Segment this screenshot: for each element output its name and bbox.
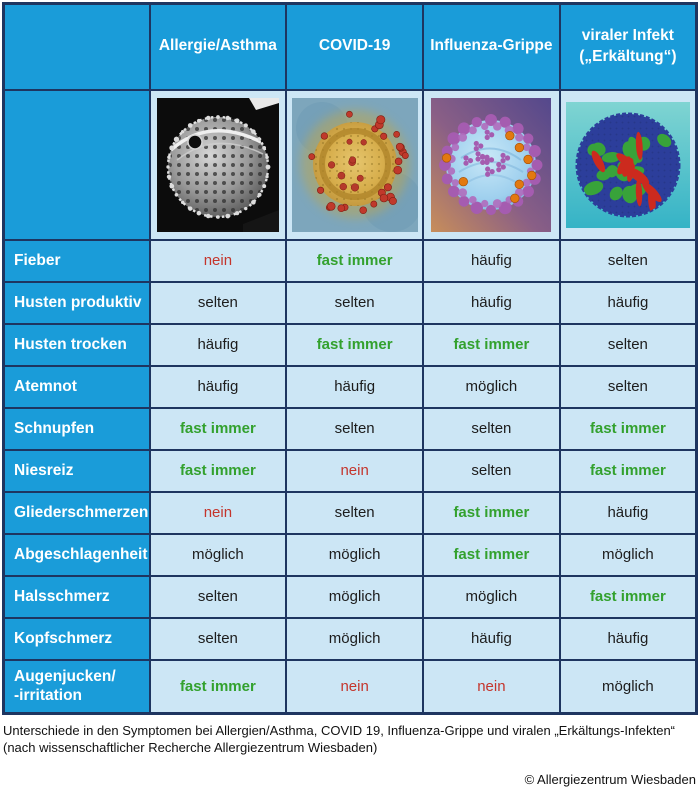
covid19-virus-image	[291, 97, 418, 232]
symptom-value-influenza: selten	[422, 448, 561, 493]
symptom-value-allergie: nein	[148, 238, 288, 283]
influenza-image-cell	[422, 88, 561, 241]
caption-line-1: Unterschiede in den Symptomen bei Allerg…	[3, 723, 676, 738]
column-header-erkaeltung: viraler Infekt („Erkältung“)	[558, 2, 698, 91]
table-row: Atemnot häufig häufig möglich selten	[2, 364, 698, 409]
caption-line-2: (nach wissenschaftlicher Recherche Aller…	[3, 740, 378, 755]
symptom-value-covid: nein	[285, 658, 424, 715]
symptom-value-erkaeltung: fast immer	[558, 448, 698, 493]
symptom-value-influenza: fast immer	[422, 490, 561, 535]
header-row: Allergie/Asthma COVID-19 Influenza-Gripp…	[2, 2, 698, 91]
symptom-row-label: Husten produktiv	[2, 280, 151, 325]
symptom-value-influenza: fast immer	[422, 532, 561, 577]
table-row: Abgeschlagenheit möglich möglich fast im…	[2, 532, 698, 577]
symptom-row-label: Halsschmerz	[2, 574, 151, 619]
symptom-value-erkaeltung: fast immer	[558, 574, 698, 619]
symptom-value-covid: selten	[285, 280, 424, 325]
table-row: Kopfschmerz selten möglich häufig häufig	[2, 616, 698, 661]
table-row: Halsschmerz selten möglich möglich fast …	[2, 574, 698, 619]
covid-image-cell	[285, 88, 424, 241]
symptom-value-influenza: möglich	[422, 364, 561, 409]
table-row: Gliederschmerzen nein selten fast immer …	[2, 490, 698, 535]
symptom-value-covid: möglich	[285, 616, 424, 661]
table-row: Augenjucken/ -irritation fast immer nein…	[2, 658, 698, 715]
symptom-value-influenza: häufig	[422, 280, 561, 325]
image-row	[2, 88, 698, 241]
symptom-value-erkaeltung: häufig	[558, 490, 698, 535]
column-header-influenza: Influenza-Grippe	[422, 2, 561, 91]
symptom-value-erkaeltung: fast immer	[558, 406, 698, 451]
symptom-value-erkaeltung: selten	[558, 364, 698, 409]
symptom-value-erkaeltung: häufig	[558, 280, 698, 325]
pollen-image-cell	[148, 88, 288, 241]
symptom-row-label: Kopfschmerz	[2, 616, 151, 661]
symptom-value-covid: selten	[285, 490, 424, 535]
corner-cell	[2, 2, 151, 91]
rhinovirus-image-cell	[558, 88, 698, 241]
table-row: Niesreiz fast immer nein selten fast imm…	[2, 448, 698, 493]
symptom-row-label: Atemnot	[2, 364, 151, 409]
symptom-value-allergie: möglich	[148, 532, 288, 577]
symptom-value-covid: häufig	[285, 364, 424, 409]
symptom-row-label: Augenjucken/ -irritation	[2, 658, 151, 715]
symptom-value-allergie: fast immer	[148, 406, 288, 451]
table-caption: Unterschiede in den Symptomen bei Allerg…	[3, 722, 696, 756]
symptom-value-influenza: nein	[422, 658, 561, 715]
symptom-value-allergie: häufig	[148, 364, 288, 409]
symptom-row-label: Abgeschlagenheit	[2, 532, 151, 577]
symptom-value-allergie: fast immer	[148, 658, 288, 715]
symptom-value-allergie: selten	[148, 616, 288, 661]
symptom-comparison-table: Allergie/Asthma COVID-19 Influenza-Gripp…	[2, 2, 698, 715]
symptom-value-allergie: häufig	[148, 322, 288, 367]
symptom-value-erkaeltung: selten	[558, 322, 698, 367]
symptom-value-influenza: häufig	[422, 238, 561, 283]
symptom-row-label: Husten trocken	[2, 322, 151, 367]
symptom-row-label: Schnupfen	[2, 406, 151, 451]
table-row: Husten trocken häufig fast immer fast im…	[2, 322, 698, 367]
symptom-value-allergie: fast immer	[148, 448, 288, 493]
symptom-value-erkaeltung: möglich	[558, 532, 698, 577]
symptom-value-influenza: selten	[422, 406, 561, 451]
symptom-value-covid: nein	[285, 448, 424, 493]
table-row: Husten produktiv selten selten häufig hä…	[2, 280, 698, 325]
table-row: Fieber nein fast immer häufig selten	[2, 238, 698, 283]
symptom-value-influenza: fast immer	[422, 322, 561, 367]
copyright-notice: © Allergiezentrum Wiesbaden	[524, 772, 696, 787]
symptom-value-influenza: häufig	[422, 616, 561, 661]
symptom-value-covid: fast immer	[285, 238, 424, 283]
symptom-value-covid: möglich	[285, 532, 424, 577]
symptom-value-covid: möglich	[285, 574, 424, 619]
symptom-value-allergie: selten	[148, 280, 288, 325]
symptom-value-erkaeltung: häufig	[558, 616, 698, 661]
symptom-row-label: Niesreiz	[2, 448, 151, 493]
symptom-row-label: Gliederschmerzen	[2, 490, 151, 535]
influenza-virus-image	[431, 97, 552, 232]
symptom-value-covid: fast immer	[285, 322, 424, 367]
symptom-value-allergie: nein	[148, 490, 288, 535]
symptom-row-label: Fieber	[2, 238, 151, 283]
symptom-value-erkaeltung: selten	[558, 238, 698, 283]
symptom-value-erkaeltung: möglich	[558, 658, 698, 715]
table-row: Schnupfen fast immer selten selten fast …	[2, 406, 698, 451]
symptom-value-influenza: möglich	[422, 574, 561, 619]
symptom-value-allergie: selten	[148, 574, 288, 619]
column-header-covid: COVID-19	[285, 2, 424, 91]
pollen-sem-image	[156, 97, 279, 232]
image-row-label-cell	[2, 88, 151, 241]
symptom-value-covid: selten	[285, 406, 424, 451]
column-header-allergie: Allergie/Asthma	[148, 2, 288, 91]
rhinovirus-image	[565, 101, 690, 228]
